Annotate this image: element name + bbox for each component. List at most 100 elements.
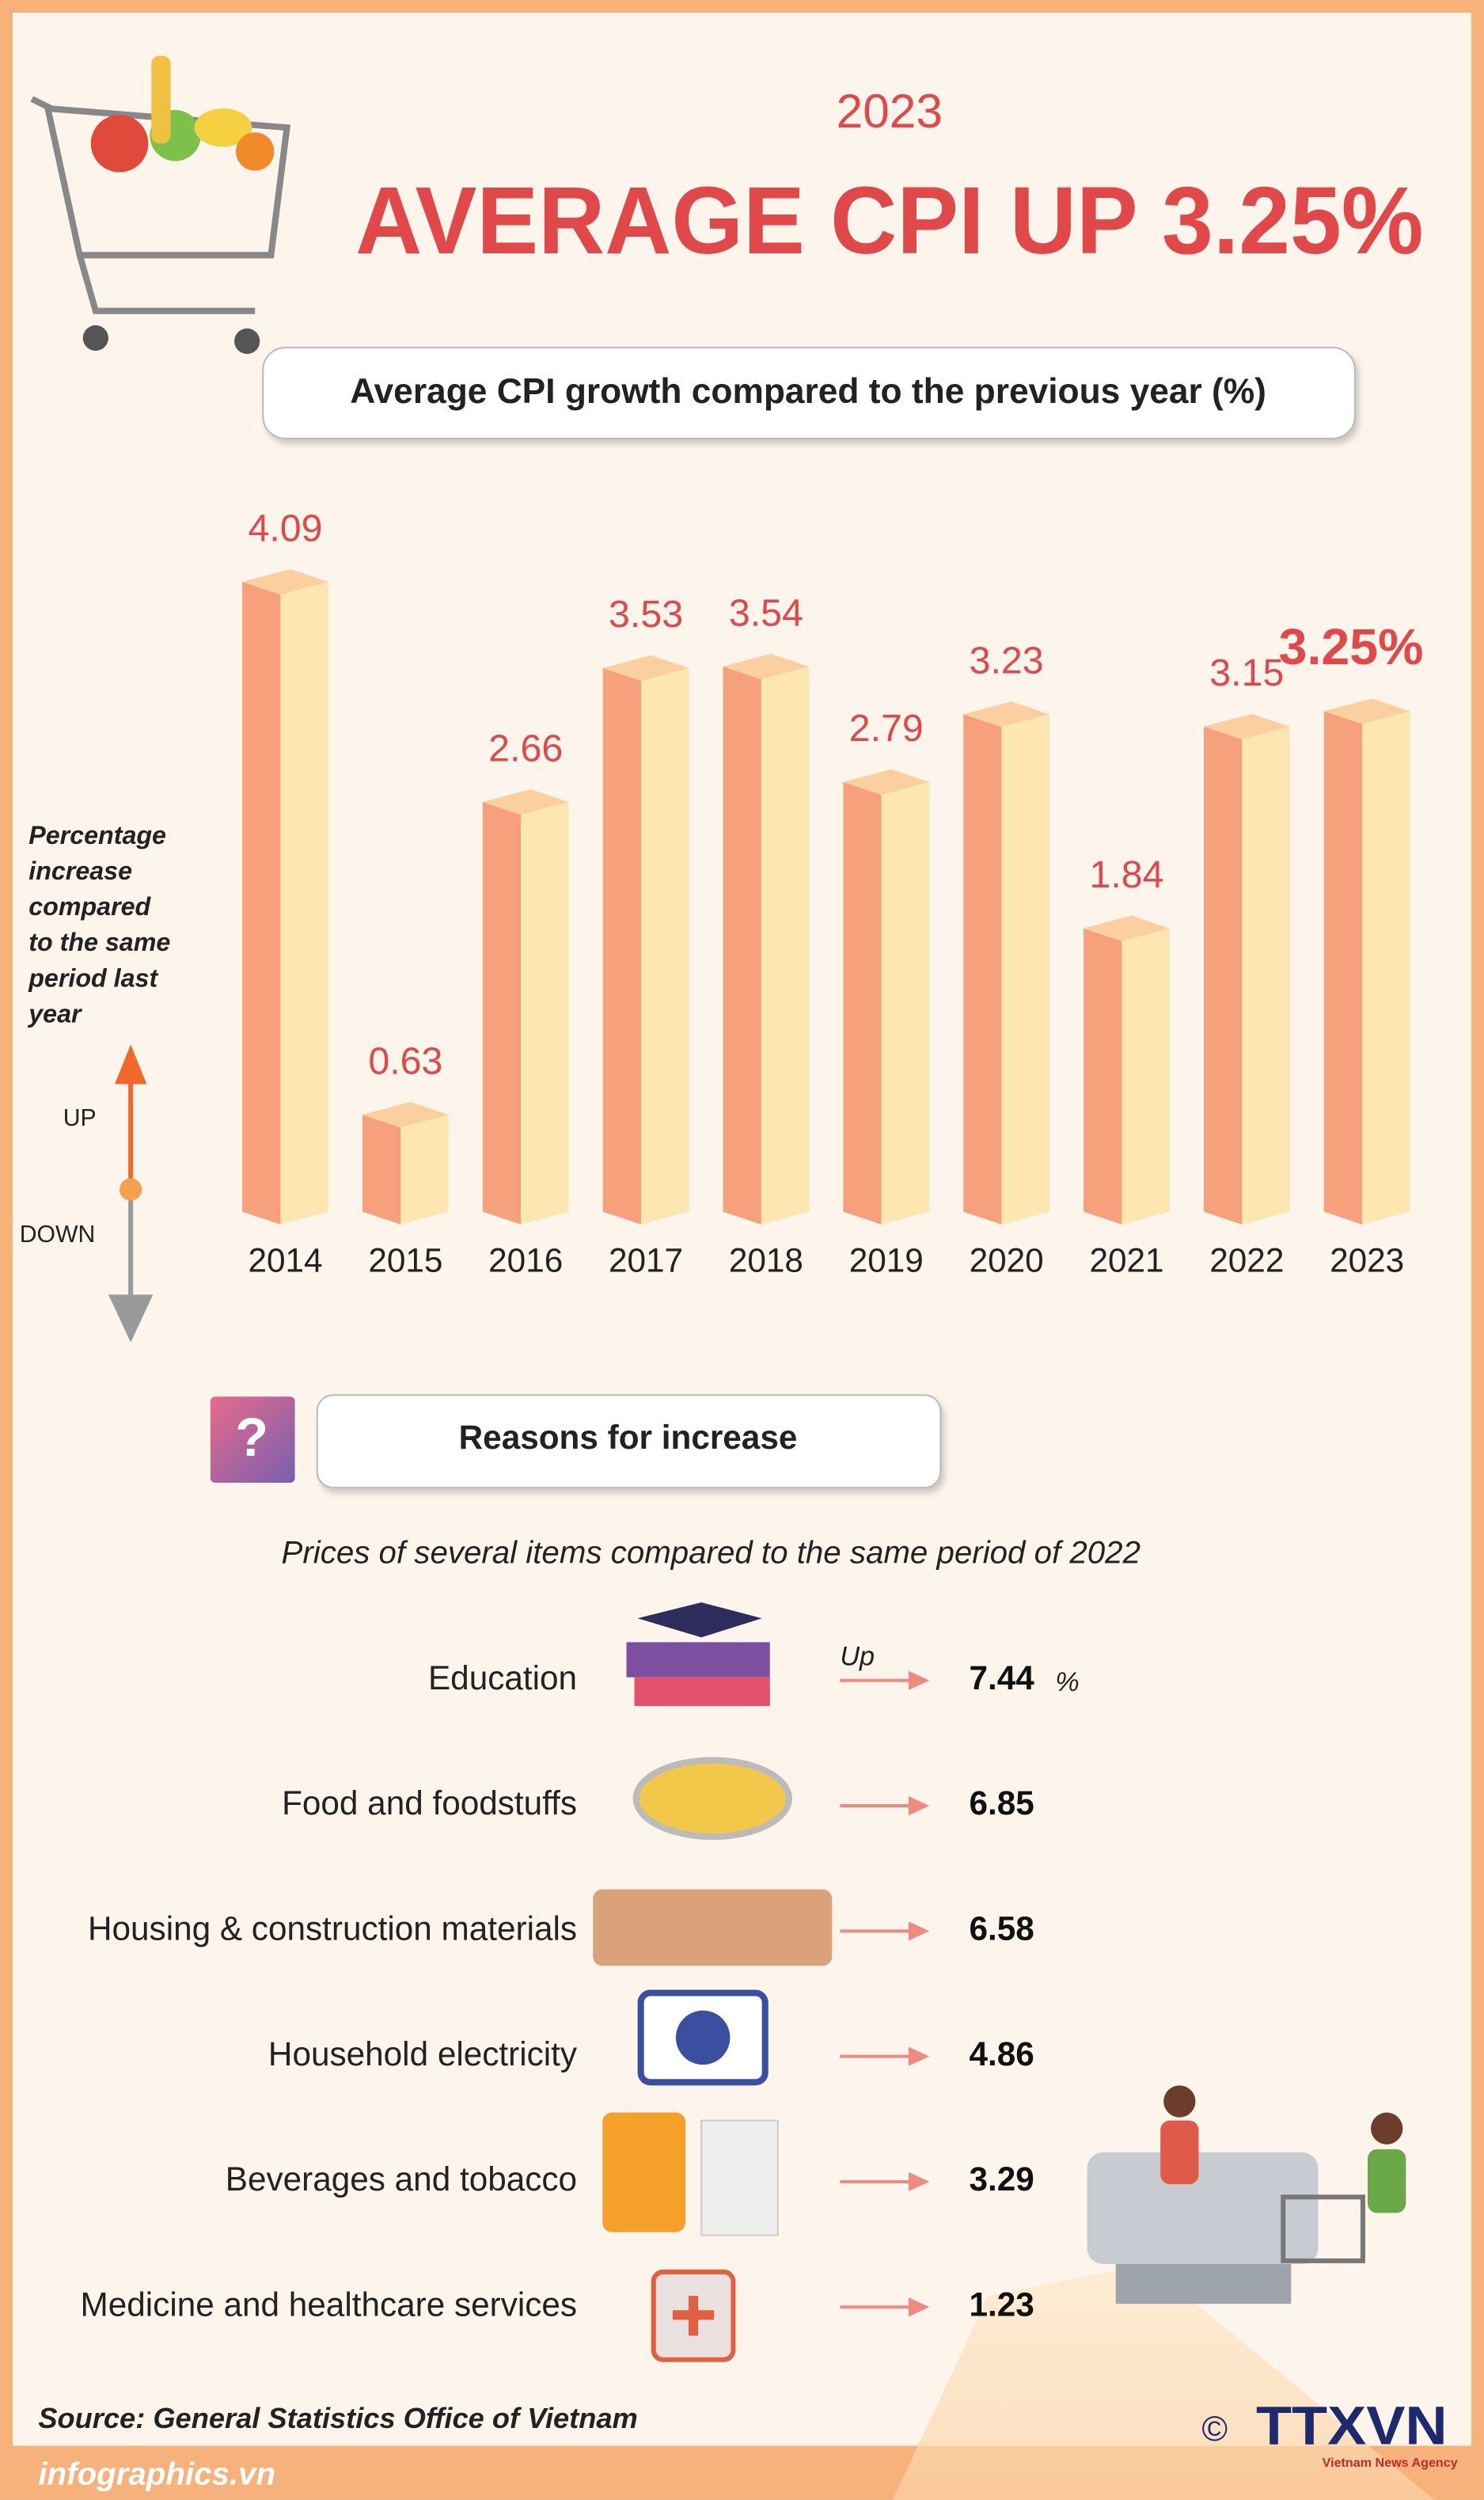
socket-icon [675,2010,731,2065]
item-value: 7.44 [969,1659,1034,1696]
down-arrowhead [108,1294,154,1343]
chart-title: Average CPI growth compared to the previ… [350,372,1266,411]
reasons-title: Reasons for increase [459,1419,798,1456]
agency: Vietnam News Agency [1323,2456,1458,2470]
axis-note-line: to the same [28,928,170,956]
bar-top [963,701,1049,728]
copyright: © [1201,2410,1228,2449]
value-label: 3.23 [970,640,1044,682]
item-value: 6.58 [969,1910,1034,1947]
site: infographics.vn [38,2456,275,2491]
bar [843,769,930,1225]
origin-dot [120,1178,142,1201]
header-year: 2023 [837,84,943,138]
reasons-subtitle: Prices of several items compared to the … [281,1534,1140,1570]
cart-frame [30,96,256,314]
x-tick-label: 2023 [1330,1241,1404,1278]
x-tick-label: 2018 [729,1241,803,1278]
x-tick-label: 2017 [609,1241,683,1278]
item-value: 4.86 [969,2035,1034,2073]
bar-left-face [1084,928,1122,1225]
cigarette-icon [700,2119,779,2236]
question-icon [210,1396,295,1484]
bar-top [242,568,328,595]
bar [242,568,328,1225]
bar-top [362,1101,449,1128]
item-label: Household electricity [268,2035,578,2073]
value-label: 3.25% [1279,618,1424,675]
bar-left-face [843,781,882,1225]
shop-illustration [1087,2085,1406,2304]
item-arrowhead [908,2171,930,2192]
cart-wheel [82,325,108,351]
cart-illustration [30,55,291,355]
bar-top [602,655,689,682]
value-label: 3.15 [1209,652,1284,694]
up-note: Up [840,1642,875,1672]
books-icon [634,1677,770,1706]
reasons-title-box [316,1394,942,1489]
axis-note-line: Percentage [28,821,166,849]
value-label: 3.53 [609,593,683,636]
bar-top [843,769,930,795]
unit: % [1055,1667,1079,1697]
medicine-cross [672,2296,715,2336]
bar-top [482,789,569,815]
customer-head [1371,2112,1403,2145]
value-label: 2.66 [488,727,563,769]
bar-left-face [602,667,642,1225]
bar-right-face [761,666,810,1225]
x-tick-label: 2019 [849,1241,924,1278]
cashier-head [1163,2085,1196,2118]
item-label: Food and foodstuffs [282,1784,577,1822]
bar-top [1203,713,1290,739]
bar-right-face [881,781,930,1225]
x-tick-label: 2015 [368,1241,442,1278]
bar-right-face [521,802,569,1225]
value-label: 3.54 [729,591,803,634]
bar-left-face [723,666,761,1225]
item-arrowhead [908,1795,930,1816]
bar [482,789,569,1225]
cashier [1160,2120,1199,2185]
item-arrowhead [908,2297,930,2317]
item-value: 1.23 [969,2285,1034,2323]
bar-top [723,653,810,680]
chart-title-box [262,347,1356,439]
item-arrowhead [908,1670,930,1690]
bar-top [1323,698,1410,724]
axis-note-line: compared [28,892,151,921]
cart-wheel [234,328,260,355]
axis-note-line: increase [28,857,132,885]
bar-left-face [482,802,522,1225]
drink-icon [602,2112,686,2232]
bar [963,701,1049,1225]
fruit [236,132,275,171]
item-icons [593,1602,833,2362]
counter [1087,2152,1319,2264]
x-tick-label: 2021 [1089,1241,1163,1278]
reasons-list: Education 7.44 Food and foodstuffs 6.85 Hous… [81,1659,1035,2323]
fruit [194,108,252,147]
item-value: 3.29 [969,2160,1034,2198]
materials-icon [593,1889,833,1966]
x-tick-label: 2022 [1209,1241,1284,1278]
bar-top [1084,915,1170,941]
bar-left-face [362,1115,401,1225]
item-label: Beverages and tobacco [226,2160,577,2198]
bar-right-face [1122,928,1170,1225]
customer [1367,2149,1406,2213]
bar-right-face [280,581,328,1225]
item-value: 6.85 [969,1784,1034,1822]
item-label: Education [428,1659,577,1696]
axis-note-line: year [27,999,82,1028]
x-tick-label: 2020 [970,1241,1044,1278]
x-tick-label: 2016 [488,1241,563,1278]
question-mark: ? [235,1407,268,1468]
item-arrowhead [908,2046,930,2066]
axis-note: Percentage increase compared to the same per… [27,821,170,1028]
bar-right-face [400,1115,449,1225]
bar-left-face [963,714,1002,1225]
